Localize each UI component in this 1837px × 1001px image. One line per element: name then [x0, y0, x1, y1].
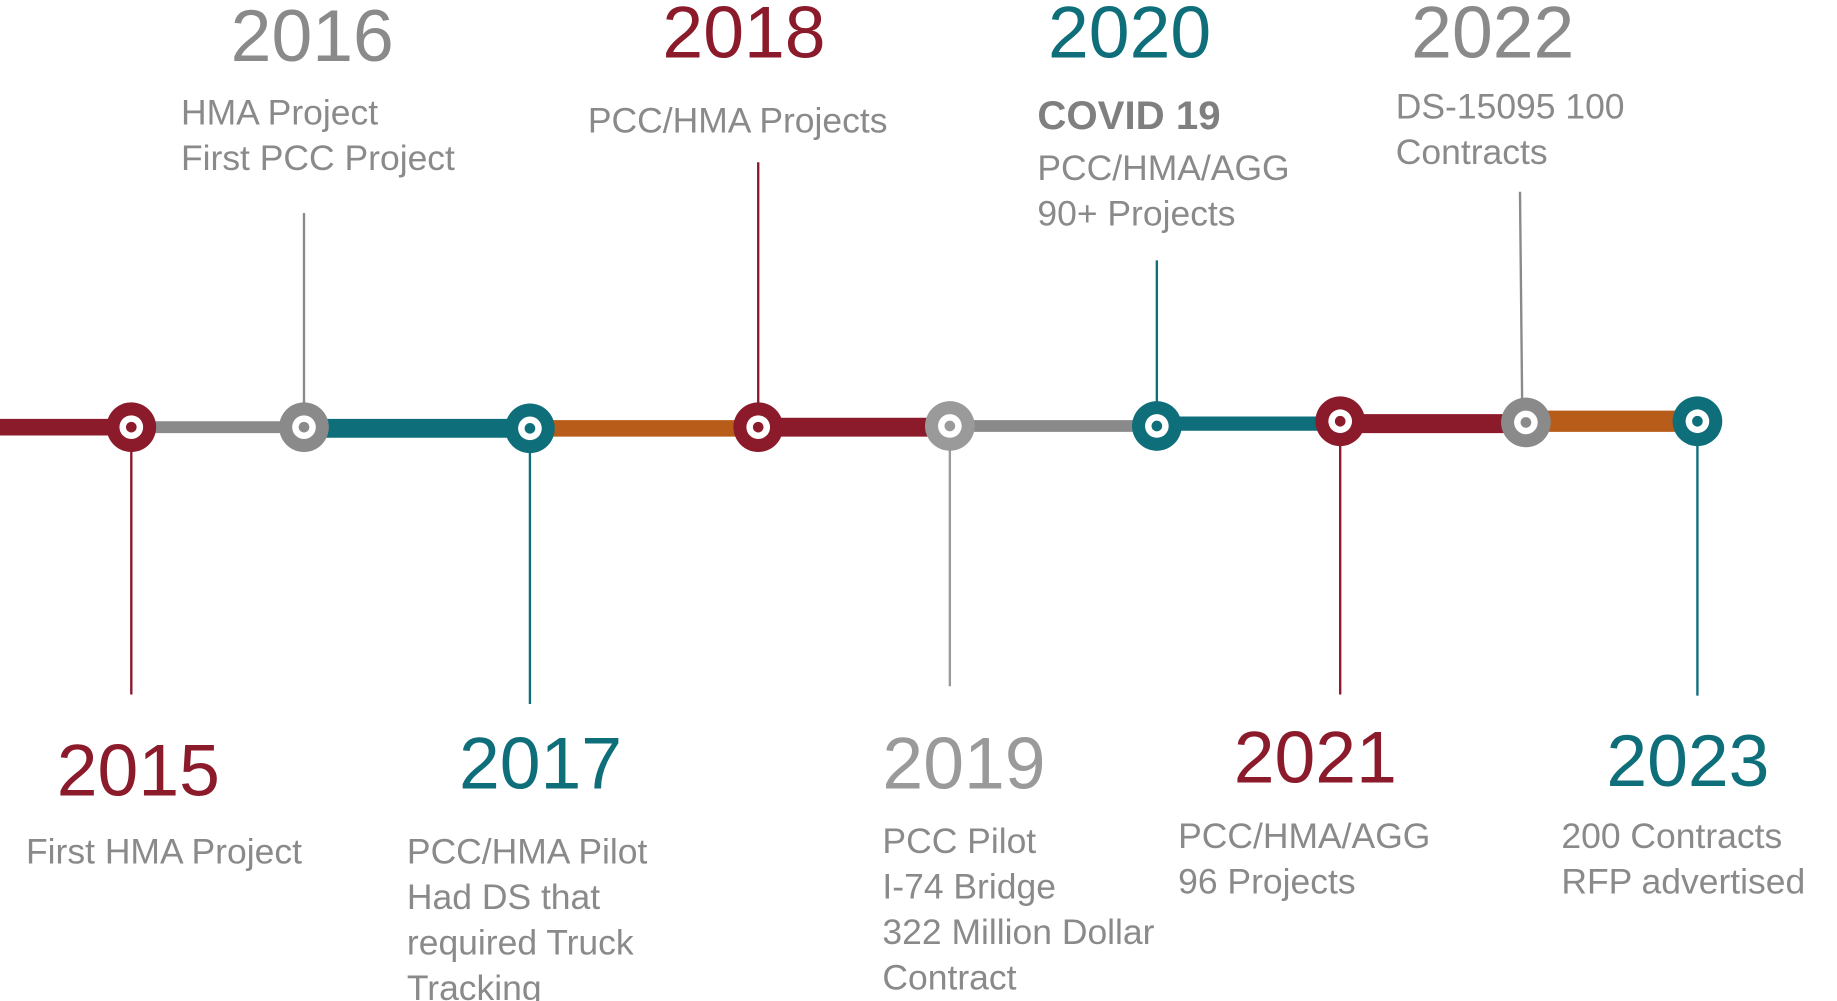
event: 2020 COVID 19 PCC/HMA/AGG 90+ Projects [1037, 0, 1290, 451]
timeline-track [0, 410, 1698, 438]
description: 90+ Projects [1037, 193, 1235, 233]
description: Had DS that [407, 877, 600, 917]
event: 2023 200 Contracts RFP advertised [1561, 396, 1805, 902]
description: HMA Project [181, 92, 378, 132]
node-center [298, 421, 310, 433]
year: 2022 [1411, 0, 1574, 73]
description: Tracking [407, 968, 542, 1001]
node-center [1334, 415, 1346, 427]
connector [1518, 191, 1524, 423]
node-center [1520, 417, 1532, 428]
year: 2016 [231, 0, 394, 77]
node-center [1692, 415, 1703, 427]
node-center [752, 421, 764, 433]
node-center [524, 423, 536, 434]
event: 2016 HMA Project First PCC Project [181, 0, 455, 453]
description: PCC Pilot [882, 821, 1036, 861]
description: RFP advertised [1561, 862, 1805, 902]
description: 96 Projects [1178, 862, 1355, 902]
year: 2021 [1234, 716, 1397, 798]
description: PCC/HMA/AGG [1037, 148, 1289, 188]
node-center [1151, 420, 1163, 432]
event: 2021 PCC/HMA/AGG 96 Projects [1178, 396, 1430, 902]
event: 2017 PCC/HMA Pilot Had DS that required Tru… [407, 403, 648, 1001]
description: First HMA Project [26, 832, 302, 872]
year: 2017 [459, 722, 622, 804]
description: First PCC Project [181, 138, 455, 178]
event: 2022 DS-15095 100 Contracts [1396, 0, 1625, 448]
year: 2023 [1606, 720, 1769, 802]
year: 2018 [662, 0, 825, 73]
event: 2019 PCC Pilot I-74 Bridge 322 Million Doll… [882, 401, 1155, 998]
description: 322 Million Dollar [882, 912, 1154, 952]
year: 2020 [1048, 0, 1211, 73]
description: PCC/HMA Pilot [407, 832, 648, 872]
description: 200 Contracts [1561, 816, 1782, 856]
event: 2015 First HMA Project [26, 402, 302, 872]
description: PCC/HMA Projects [588, 101, 888, 141]
description: I-74 Bridge [882, 866, 1056, 906]
year: 2015 [57, 729, 220, 811]
year: 2019 [882, 722, 1045, 804]
event: 2018 PCC/HMA Projects [588, 0, 888, 453]
description: Contract [882, 958, 1016, 998]
node-center [944, 420, 956, 432]
description: DS-15095 100 [1396, 86, 1625, 126]
heading: COVID 19 [1037, 93, 1220, 138]
description: Contracts [1396, 132, 1548, 172]
description: PCC/HMA/AGG [1178, 816, 1430, 856]
node-center [125, 421, 137, 433]
description: required Truck [407, 923, 634, 963]
